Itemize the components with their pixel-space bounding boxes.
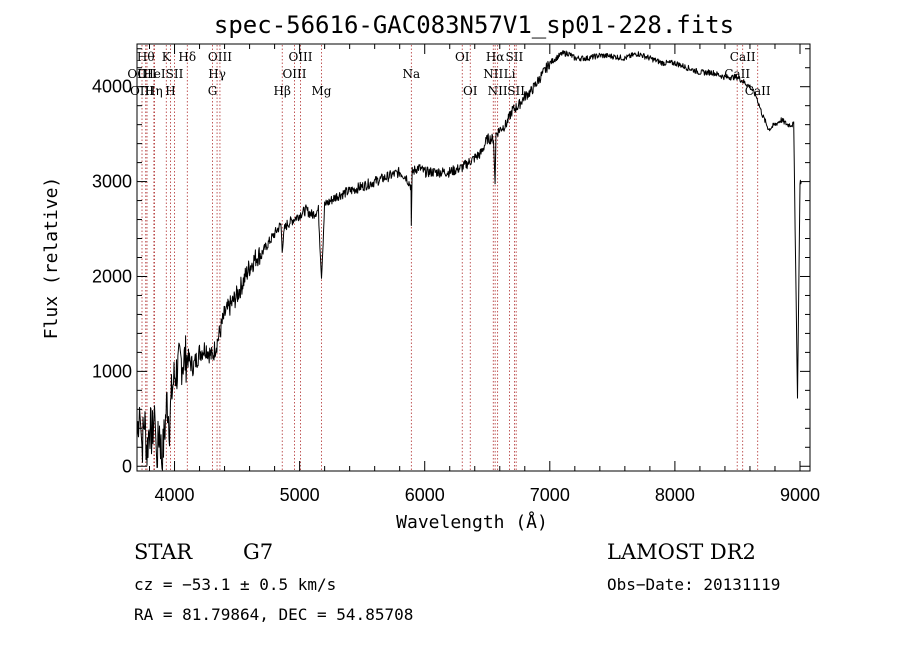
y-tick-label: 0 — [122, 456, 132, 476]
spectral-line-label: OI — [455, 50, 470, 64]
spectral-line-label: HeI — [143, 67, 166, 81]
spectral-line-label: NII — [488, 84, 508, 98]
spectral-line-label: CaII — [724, 67, 750, 81]
spectral-line-label: K — [162, 50, 172, 64]
x-tick-label: 6000 — [405, 485, 445, 505]
spectral-line-label: CaII — [745, 84, 771, 98]
spectral-line-label: OIII — [288, 50, 312, 64]
spectral-line-label: SII — [507, 84, 525, 98]
spectral-line-label: Hη — [145, 84, 163, 98]
object-subclass: G7 — [243, 540, 273, 564]
spectral-line-label: Hθ — [137, 50, 155, 64]
spectral-line-label: SII — [506, 50, 524, 64]
plot-frame — [136, 43, 811, 472]
spectral-line-label: Hβ — [274, 84, 291, 98]
y-tick-label: 1000 — [92, 361, 132, 381]
coordinates-text: RA = 81.79864, DEC = 54.85708 — [134, 605, 413, 624]
spectral-line-label: OII — [137, 67, 157, 81]
spectral-line-label: CaII — [730, 50, 756, 64]
spectral-line-label: Li — [504, 67, 516, 81]
redshift-text: cz = −53.1 ± 0.5 km/s — [134, 575, 336, 594]
line-marker-layer — [136, 45, 759, 470]
x-tick-label: 8000 — [655, 485, 695, 505]
spectral-line-label: Hγ — [208, 67, 226, 81]
observation-date: Obs−Date: 20131119 — [607, 575, 780, 594]
spectrum-layer — [136, 50, 802, 471]
y-tick-label: 3000 — [92, 172, 132, 192]
x-tick-label: 7000 — [530, 485, 570, 505]
spectral-line-label: NII — [483, 67, 503, 81]
chart-title: spec-56616-GAC083N57V1_sp01-228.fits — [214, 11, 734, 39]
y-tick-label: 2000 — [92, 266, 132, 286]
survey-name: LAMOST DR2 — [607, 540, 756, 564]
spectrum-line — [136, 50, 802, 471]
spectral-line-label: SII — [166, 67, 184, 81]
spectral-line-label: OI — [463, 84, 478, 98]
spectral-line-label: OIII — [208, 50, 232, 64]
spectral-line-label: Hα — [486, 50, 505, 64]
line-label-layer: OIIOIIIHθOIIHηHeIKHSIIHδGHγOIIIHβOIIIOII… — [127, 50, 771, 98]
x-tick-label: 5000 — [280, 485, 320, 505]
spectral-line-label: Hδ — [178, 50, 196, 64]
object-class: STAR — [134, 540, 193, 564]
x-axis-label: Wavelength (Å) — [396, 511, 548, 533]
spectral-line-label: OIII — [130, 84, 154, 98]
y-tick-label: 4000 — [92, 77, 132, 97]
x-tick-label: 4000 — [155, 485, 195, 505]
spectral-line-label: H — [165, 84, 175, 98]
x-tick-label: 9000 — [780, 485, 820, 505]
spectral-line-label: G — [208, 84, 218, 98]
tick-layer: 4000 5000 6000 7000 8000 9000 0 1000 2000 3000 400… — [92, 44, 820, 505]
spectral-line-label: Na — [403, 67, 421, 81]
y-axis-label: Flux (relative) — [41, 177, 62, 340]
spectral-line-label: Mg — [312, 84, 332, 98]
spectral-line-label: OIII — [282, 67, 306, 81]
